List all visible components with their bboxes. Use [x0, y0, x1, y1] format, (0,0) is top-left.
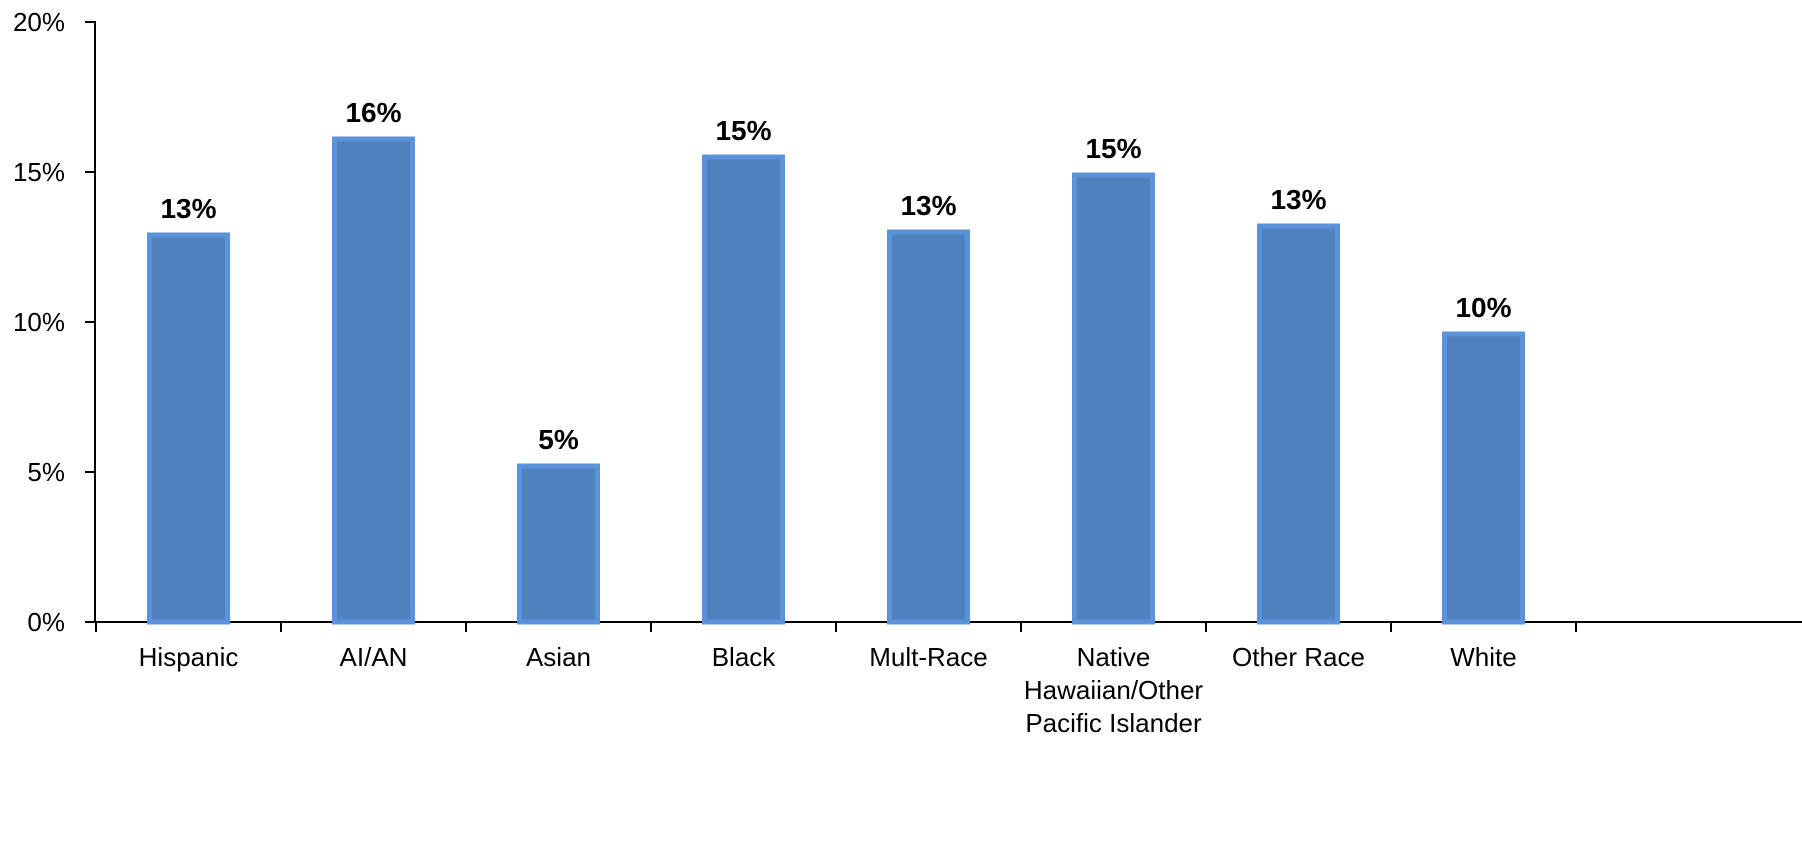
bar [702, 154, 785, 625]
x-category-label: AI/AN [340, 642, 408, 672]
bar [147, 232, 230, 625]
x-category-label: Hispanic [139, 642, 239, 672]
y-tick-label: 5% [27, 457, 65, 487]
y-axis: 0% 5% 10% 15% 20% [13, 7, 96, 637]
x-category-label: Mult-Race [869, 642, 987, 672]
data-label: 5% [538, 424, 579, 455]
data-label: 13% [1270, 184, 1326, 215]
bars [147, 136, 1525, 625]
bar [1072, 172, 1155, 625]
data-label: 10% [1455, 292, 1511, 323]
x-category-label: Asian [526, 642, 591, 672]
y-tick-label: 15% [13, 157, 65, 187]
y-tick-label: 0% [27, 607, 65, 637]
data-label: 15% [715, 115, 771, 146]
category-labels: Hispanic AI/AN Asian Black Mult-Race Native Ha… [139, 642, 1517, 738]
bar [1442, 331, 1525, 625]
data-labels: 13% 16% 5% 15% 13% 15% 13% 10% [160, 97, 1511, 455]
data-label: 13% [900, 190, 956, 221]
x-category-label: Other Race [1232, 642, 1365, 672]
bar [332, 136, 415, 625]
y-tick-label: 10% [13, 307, 65, 337]
x-category-label: White [1450, 642, 1516, 672]
data-label: 13% [160, 193, 216, 224]
x-category-label: Native Hawaiian/Other Pacific Islander [1024, 642, 1204, 738]
bar [1257, 223, 1340, 625]
bar [517, 463, 600, 625]
bar [887, 229, 970, 625]
y-tick-label: 20% [13, 7, 65, 37]
x-category-label: Black [712, 642, 777, 672]
data-label: 15% [1085, 133, 1141, 164]
data-label: 16% [345, 97, 401, 128]
